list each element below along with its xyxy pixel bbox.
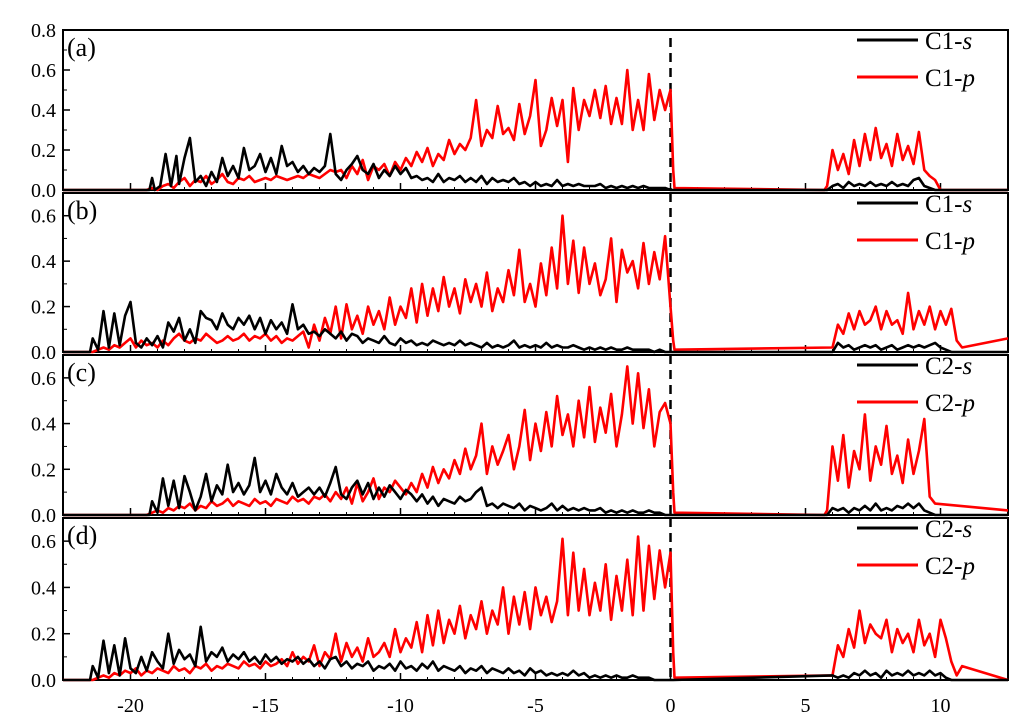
legend: C2-sC2-p [857, 353, 975, 417]
legend-orbital: s [963, 191, 973, 218]
x-tick-label: -15 [252, 695, 279, 717]
legend-atom: C1- [925, 28, 963, 55]
y-tick-label: 0.2 [31, 624, 56, 646]
legend-atom: C1- [925, 228, 963, 255]
panel-frame [62, 192, 1009, 353]
legend-label-s: C1-s [925, 28, 972, 55]
series-line-p [63, 214, 1009, 354]
series-line-s [63, 132, 1008, 192]
x-tick-label: -5 [527, 695, 544, 717]
y-tick-label: 0.2 [31, 297, 56, 319]
series-line-p [63, 365, 1009, 517]
y-tick-label: 0.4 [31, 100, 56, 122]
panel-d: 0.00.20.40.6 (d) C2-sC2-p [31, 516, 1009, 692]
y-tick-label: 0.6 [31, 368, 56, 390]
y-tick-label: 0.6 [31, 531, 56, 553]
series-line-s [63, 300, 1008, 354]
legend-atom: C2- [925, 353, 963, 380]
panel-a: 0.00.20.40.60.8(a) C1-sC1-p [31, 20, 1009, 202]
legend-orbital: s [963, 28, 973, 55]
y-tick-label: 0.0 [31, 180, 56, 202]
panels-group: 0.00.20.40.60.8(a) C1-sC1-p0.00.20.40.6 (b… [31, 20, 1009, 692]
panel-label: (b) [67, 196, 97, 225]
legend-orbital: p [961, 390, 976, 417]
legend-label-p: C1-p [925, 228, 975, 255]
legend-orbital: p [961, 228, 976, 255]
legend-atom: C2- [925, 553, 963, 580]
legend: C2-sC2-p [857, 516, 975, 580]
series-line-s [63, 625, 1008, 682]
x-tick-label: 0 [666, 695, 676, 717]
legend: C1-sC1-p [857, 28, 975, 92]
series-line-p [63, 68, 1008, 192]
x-tick-label: 10 [931, 695, 951, 717]
y-tick-label: 0.4 [31, 577, 56, 599]
y-tick-label: 0.0 [31, 505, 56, 527]
legend-orbital: s [963, 516, 973, 543]
legend-atom: C1- [925, 191, 963, 218]
y-tick-label: 0.4 [31, 251, 56, 273]
x-tick-label: -20 [117, 695, 144, 717]
y-tick-label: 0.2 [31, 459, 56, 481]
panel-label: (a) [67, 33, 96, 62]
y-tick-label: 0.0 [31, 670, 56, 692]
y-tick-label: 0.6 [31, 60, 56, 82]
legend-orbital: s [963, 353, 973, 380]
legend-atom: C2- [925, 516, 963, 543]
legend-orbital: p [961, 553, 976, 580]
panel-frame [62, 29, 1009, 191]
legend: C1-sC1-p [857, 191, 975, 255]
panel-c: 0.00.20.40.6 (c) C2-sC2-p [31, 353, 1009, 527]
panel-label: (c) [67, 358, 96, 387]
series-line-p [63, 535, 1009, 682]
legend-label-p: C2-p [925, 390, 975, 417]
x-tick-label: -10 [387, 695, 414, 717]
legend-label-s: C1-s [925, 191, 972, 218]
y-tick-label: 0.0 [31, 342, 56, 364]
y-tick-label: 0.6 [31, 206, 56, 228]
legend-atom: C2- [925, 390, 963, 417]
legend-orbital: p [961, 65, 976, 92]
y-tick-label: 0.4 [31, 414, 56, 436]
x-axis: -20 -15 -10 -5 0 5 10 [117, 695, 950, 717]
legend-label-p: C1-p [925, 65, 975, 92]
series-line-s [63, 456, 1008, 517]
x-tick-label: 5 [801, 695, 811, 717]
y-tick-label: 0.8 [31, 20, 56, 42]
legend-label-s: C2-s [925, 353, 972, 380]
panel-label: (d) [67, 521, 97, 550]
panel-b: 0.00.20.40.6 (b) C1-sC1-p [31, 191, 1009, 364]
legend-label-s: C2-s [925, 516, 972, 543]
legend-label-p: C2-p [925, 553, 975, 580]
y-tick-label: 0.2 [31, 140, 56, 162]
legend-atom: C1- [925, 65, 963, 92]
